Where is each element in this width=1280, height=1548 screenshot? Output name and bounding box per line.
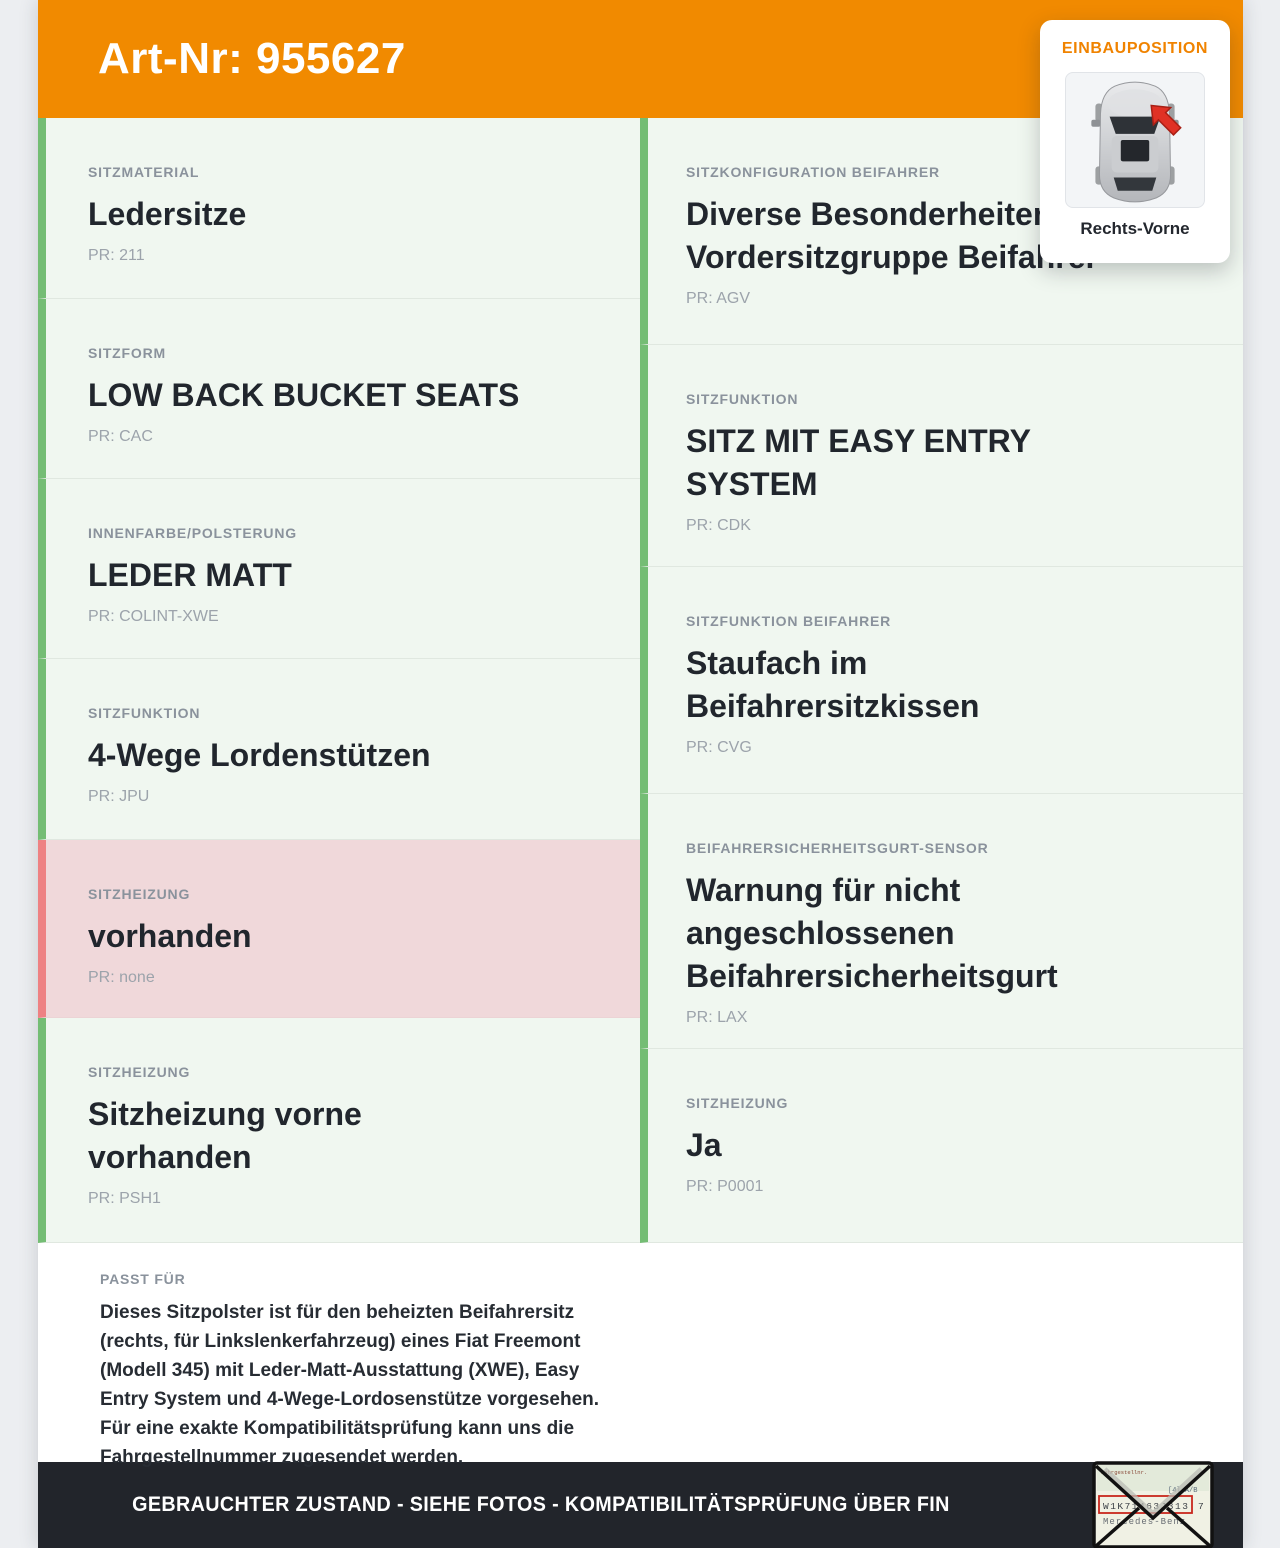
spec-card-sitzform: SITZFORM LOW BACK BUCKET SEATS PR: CAC xyxy=(38,299,640,479)
spec-card-staufach: SITZFUNKTION BEIFAHRER Staufach im Beifa… xyxy=(640,567,1243,794)
footer-banner-text: GEBRAUCHTER ZUSTAND - SIEHE FOTOS - KOMP… xyxy=(131,1493,950,1516)
einbauposition-label: EINBAUPOSITION xyxy=(1061,40,1209,57)
spec-value: Staufach im Beifahrersitzkissen xyxy=(686,645,980,724)
spec-pr-code: PR: 211 xyxy=(88,247,145,264)
spec-value: 4-Wege Lordenstützen xyxy=(88,737,431,773)
spec-card-sitzheizung-ja: SITZHEIZUNG Ja PR: P0001 xyxy=(640,1049,1243,1243)
fitment-description: Dieses Sitzpolster ist für den beheizten… xyxy=(100,1302,600,1468)
spec-columns: SITZMATERIAL Ledersitze PR: 211 SITZFORM… xyxy=(38,118,1243,1243)
spec-value: Ja xyxy=(686,1127,722,1163)
spec-pr-code: PR: JPU xyxy=(88,788,150,805)
spec-label: SITZHEIZUNG xyxy=(88,886,191,902)
fitment-section: PASST FÜR Dieses Sitzpolster ist für den… xyxy=(38,1243,1243,1468)
spec-label: SITZFUNKTION xyxy=(686,391,799,407)
spec-card-gurt-sensor: BEIFAHRERSICHERHEITSGURT-SENSOR Warnung … xyxy=(640,794,1243,1049)
spec-label: SITZKONFIGURATION BEIFAHRER xyxy=(686,164,940,180)
article-number-title: Art-Nr: 955627 xyxy=(98,34,406,83)
spec-label: SITZMATERIAL xyxy=(88,164,200,180)
einbauposition-caption: Rechts-Vorne xyxy=(1080,219,1190,238)
spec-pr-code: PR: PSH1 xyxy=(88,1190,161,1207)
spec-pr-code: PR: AGV xyxy=(686,290,751,307)
spec-label: SITZFUNKTION BEIFAHRER xyxy=(686,613,892,629)
car-position-image xyxy=(1065,72,1205,208)
spec-card-sitzheizung-warning: SITZHEIZUNG vorhanden PR: none xyxy=(38,840,640,1018)
spec-card-innenfarbe: INNENFARBE/POLSTERUNG LEDER MATT PR: COL… xyxy=(38,479,640,659)
spec-label: SITZHEIZUNG xyxy=(686,1095,789,1111)
spec-pr-code: PR: CVG xyxy=(686,739,752,756)
spec-pr-code: PR: none xyxy=(88,969,155,986)
spec-card-sitzheizung-vorne: SITZHEIZUNG Sitzheizung vorne vorhanden … xyxy=(38,1018,640,1243)
spec-value: Warnung für nicht angeschlossenen Beifah… xyxy=(686,872,1058,994)
spec-pr-code: PR: CDK xyxy=(686,517,751,534)
svg-text:Fahrgestellnr.: Fahrgestellnr. xyxy=(1101,1469,1147,1476)
spec-label: INNENFARBE/POLSTERUNG xyxy=(88,525,297,541)
spec-label: BEIFAHRERSICHERHEITSGURT-SENSOR xyxy=(686,840,989,856)
footer-banner: GEBRAUCHTER ZUSTAND - SIEHE FOTOS - KOMP… xyxy=(38,1462,1243,1548)
fin-envelope-image: Fahrgestellnr. [4] A/B W1K71463J313 7 Me… xyxy=(1092,1461,1214,1548)
spec-value: vorhanden xyxy=(88,918,252,954)
svg-text:Mercedes-Benz: Mercedes-Benz xyxy=(1103,1517,1186,1527)
spec-card-sitzfunktion-lordenstuetzen: SITZFUNKTION 4-Wege Lordenstützen PR: JP… xyxy=(38,659,640,840)
spec-value: SITZ MIT EASY ENTRY SYSTEM xyxy=(686,423,1031,502)
einbauposition-card: EINBAUPOSITION xyxy=(1040,20,1230,263)
spec-value: Ledersitze xyxy=(88,196,247,232)
spec-column-right: SITZKONFIGURATION BEIFAHRER Diverse Beso… xyxy=(640,118,1243,1243)
spec-label: SITZFORM xyxy=(88,345,166,361)
spec-label: SITZHEIZUNG xyxy=(88,1064,191,1080)
spec-card-easy-entry: SITZFUNKTION SITZ MIT EASY ENTRY SYSTEM … xyxy=(640,345,1243,567)
spec-pr-code: PR: P0001 xyxy=(686,1178,764,1195)
spec-value: LOW BACK BUCKET SEATS xyxy=(88,377,520,413)
spec-card-sitzmaterial: SITZMATERIAL Ledersitze PR: 211 xyxy=(38,118,640,299)
product-spec-page: Art-Nr: 955627 SITZMATERIAL Ledersitze P… xyxy=(38,0,1243,1548)
fitment-label: PASST FÜR xyxy=(100,1271,186,1287)
spec-pr-code: PR: LAX xyxy=(686,1009,748,1026)
spec-pr-code: PR: CAC xyxy=(88,428,153,445)
car-top-view-icon xyxy=(1091,81,1182,203)
svg-text:7: 7 xyxy=(1198,1501,1204,1512)
spec-value: Sitzheizung vorne vorhanden xyxy=(88,1096,362,1175)
spec-value: LEDER MATT xyxy=(88,557,292,593)
spec-column-left: SITZMATERIAL Ledersitze PR: 211 SITZFORM… xyxy=(38,118,640,1243)
red-arrow-icon xyxy=(1150,104,1182,136)
spec-pr-code: PR: COLINT-XWE xyxy=(88,608,219,625)
spec-label: SITZFUNKTION xyxy=(88,705,201,721)
envelope-document-icon: Fahrgestellnr. [4] A/B W1K71463J313 7 Me… xyxy=(1092,1461,1214,1548)
